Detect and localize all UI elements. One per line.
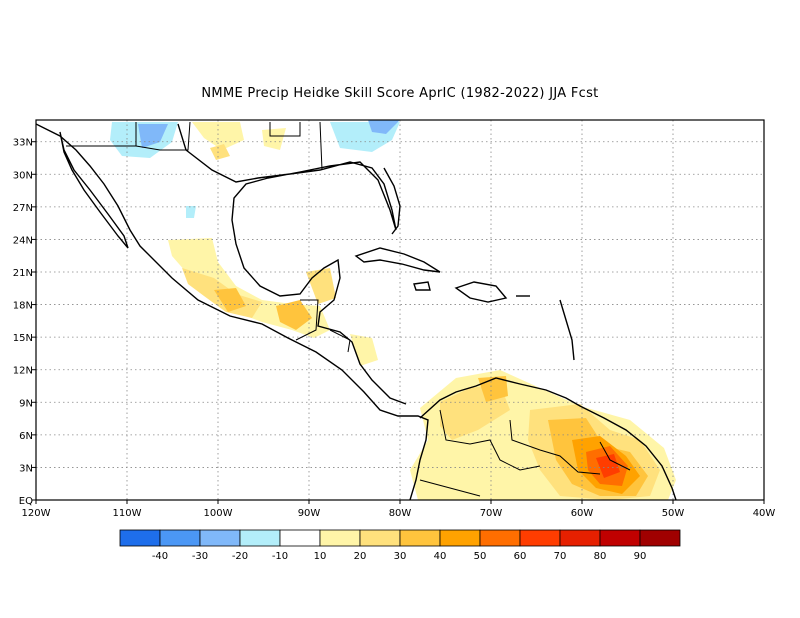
sa-north-coast (419, 377, 677, 500)
pos-area-mexico (168, 238, 330, 338)
colorbar-swatch (239, 529, 281, 547)
colorbar-swatch (119, 529, 161, 547)
lon-tick-label: 120W (22, 508, 51, 519)
lat-tick-label: 12N (13, 366, 33, 377)
lon-tick-label: 100W (204, 508, 233, 519)
gulf-coast (177, 123, 407, 405)
lon-tick-label: 70W (480, 508, 503, 519)
colorbar-swatch (519, 529, 561, 547)
colorbar-swatch (639, 529, 681, 547)
florida (383, 167, 401, 235)
colorbar-label: 10 (314, 551, 327, 562)
pos-area-guatemala (276, 300, 312, 330)
sa-border-3 (599, 441, 631, 471)
colorbar (119, 529, 681, 547)
coastlines (36, 123, 677, 500)
lat-tick-label: 33N (13, 138, 33, 149)
colorbar-label: -30 (192, 551, 208, 562)
colorbar-swatch (359, 529, 401, 547)
lon-tick-label: 40W (753, 508, 776, 519)
colorbar-label: 80 (594, 551, 607, 562)
pos-area-yucatan (306, 268, 336, 304)
jamaica (413, 281, 431, 291)
pos-area-nicaragua (350, 334, 378, 366)
us-state-border-2 (319, 121, 323, 171)
colorbar-label: -40 (152, 551, 168, 562)
baja-california (59, 131, 129, 249)
lat-tick-label: 21N (13, 268, 33, 279)
lat-tick-label: 18N (13, 301, 33, 312)
skill-shading (110, 120, 676, 500)
colorbar-swatch (599, 529, 641, 547)
pos-area-north-1 (192, 122, 244, 150)
colorbar-label: 40 (434, 551, 447, 562)
cuba (354, 247, 441, 273)
pos-area-mexico-3 (214, 288, 246, 312)
sa-border-1 (439, 409, 541, 471)
lat-tick-label: 27N (13, 203, 33, 214)
colorbar-label: 30 (394, 551, 407, 562)
colorbar-swatch (199, 529, 241, 547)
us-state-border (269, 122, 301, 137)
map-title: NMME Precip Heidke Skill Score AprIC (19… (201, 86, 599, 101)
lat-tick-label: 6N (19, 431, 33, 442)
lat-tick-label: 9N (19, 398, 33, 409)
colorbar-label: 70 (554, 551, 567, 562)
sa-border-4 (419, 479, 481, 497)
pos-area-north-3 (262, 128, 286, 150)
lon-tick-label: 50W (662, 508, 685, 519)
colorbar-swatch (399, 529, 441, 547)
latitude-labels: EQ 3N 6N 9N 12N 15N 18N 21N 24N 27N 30N 33N (13, 138, 36, 507)
pacific-coast (36, 123, 429, 500)
central-america-border-2 (329, 329, 351, 353)
lat-tick-label: 30N (13, 170, 33, 181)
lon-tick-label: 90W (298, 508, 321, 519)
hispaniola (454, 281, 508, 303)
lat-tick-label: EQ (19, 496, 33, 507)
colorbar-swatch (319, 529, 361, 547)
colorbar-swatch (559, 529, 601, 547)
colorbar-label: 50 (474, 551, 487, 562)
lon-tick-label: 80W (389, 508, 412, 519)
colorbar-label: -10 (272, 551, 288, 562)
pos-area-north-2 (210, 144, 230, 160)
colorbar-label: 20 (354, 551, 367, 562)
colorbar-label: 90 (634, 551, 647, 562)
lat-tick-label: 3N (19, 463, 33, 474)
colorbar-label: -20 (232, 551, 248, 562)
lesser-antilles (559, 299, 575, 361)
sa-border-2 (509, 419, 601, 475)
colorbar-label: 60 (514, 551, 527, 562)
longitude-labels: 120W 110W 100W 90W 80W 70W 60W 50W 40W (22, 500, 776, 519)
us-mexico-border-mid (135, 121, 191, 151)
central-america-border-1 (295, 299, 319, 341)
lon-tick-label: 60W (571, 508, 594, 519)
colorbar-swatch (279, 529, 321, 547)
neg-area-east-core (368, 120, 400, 134)
pos-area-sa-core (596, 454, 620, 478)
colorbar-swatch (439, 529, 481, 547)
colorbar-swatch (159, 529, 201, 547)
colorbar-swatch (479, 529, 521, 547)
borders (66, 121, 631, 497)
lat-tick-label: 15N (13, 333, 33, 344)
neg-speck (186, 206, 196, 218)
lon-tick-label: 110W (113, 508, 142, 519)
colorbar-labels: -40 -30 -20 -10 10 20 30 40 50 60 70 80 90 (152, 551, 647, 562)
lat-tick-label: 24N (13, 235, 33, 246)
